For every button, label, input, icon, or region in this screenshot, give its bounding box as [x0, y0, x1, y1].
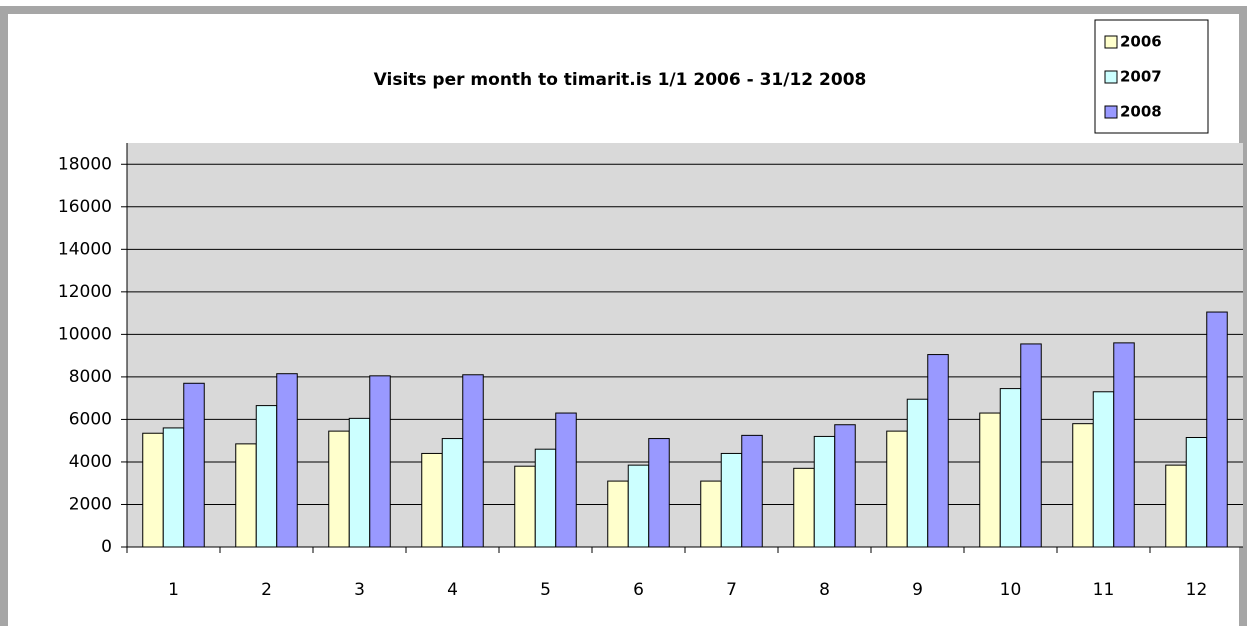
bar — [720, 452, 743, 548]
bar — [421, 452, 443, 548]
bar — [142, 432, 164, 548]
legend-label: 2008 — [1120, 103, 1162, 121]
bar — [1185, 436, 1208, 548]
bar — [1113, 342, 1135, 548]
bar — [1092, 391, 1115, 548]
bar — [1020, 343, 1042, 548]
x-tick-label: 4 — [447, 580, 458, 600]
bar — [906, 398, 929, 548]
x-tick-label: 2 — [261, 580, 272, 600]
bar — [1072, 423, 1094, 548]
bar — [369, 375, 391, 548]
y-tick-label: 2000 — [69, 494, 112, 514]
plot-area — [127, 143, 1243, 547]
bar — [607, 480, 629, 548]
x-tick-label: 3 — [354, 580, 365, 600]
bar — [441, 438, 464, 548]
legend-swatch — [1104, 70, 1118, 84]
bar — [741, 434, 763, 548]
chart-title: Visits per month to timarit.is 1/1 2006 … — [374, 70, 867, 90]
bar — [648, 438, 670, 548]
bar — [627, 464, 650, 548]
bar — [328, 430, 350, 548]
x-tick-label: 9 — [912, 580, 923, 600]
y-tick-label: 0 — [101, 537, 112, 557]
bar — [793, 467, 815, 548]
bar — [555, 412, 577, 548]
y-tick-label: 12000 — [58, 282, 112, 302]
bar — [514, 465, 536, 548]
x-tick-label: 1 — [168, 580, 179, 600]
bar — [348, 417, 371, 548]
legend-label: 2006 — [1120, 33, 1162, 51]
bar — [235, 443, 257, 548]
y-tick-label: 14000 — [58, 239, 112, 259]
y-tick-label: 18000 — [58, 154, 112, 174]
bar — [162, 427, 185, 548]
bar — [886, 430, 908, 548]
x-tick-label: 8 — [819, 580, 830, 600]
bar — [1165, 464, 1187, 548]
x-tick-label: 5 — [540, 580, 551, 600]
x-tick-label: 7 — [726, 580, 737, 600]
x-tick-label: 11 — [1093, 580, 1115, 600]
legend-swatch — [1104, 105, 1118, 119]
bar — [999, 388, 1022, 548]
x-tick-label: 12 — [1186, 580, 1208, 600]
y-tick-label: 8000 — [69, 367, 112, 387]
y-tick-label: 6000 — [69, 409, 112, 429]
x-tick-label: 6 — [633, 580, 644, 600]
y-tick-label: 16000 — [58, 197, 112, 217]
bar — [834, 424, 856, 548]
bar — [927, 354, 949, 548]
bar — [462, 374, 484, 548]
bar — [183, 382, 205, 548]
top-strip — [0, 0, 1247, 6]
bar — [255, 405, 278, 548]
bar — [276, 373, 298, 548]
y-tick-label: 4000 — [69, 452, 112, 472]
bar — [979, 412, 1001, 548]
bar — [700, 480, 722, 548]
x-tick-label: 10 — [1000, 580, 1022, 600]
legend-swatch — [1104, 35, 1118, 49]
bar — [813, 435, 836, 548]
y-tick-label: 10000 — [58, 324, 112, 344]
bar — [534, 448, 557, 548]
bar — [1206, 311, 1228, 548]
legend-label: 2007 — [1120, 68, 1162, 86]
